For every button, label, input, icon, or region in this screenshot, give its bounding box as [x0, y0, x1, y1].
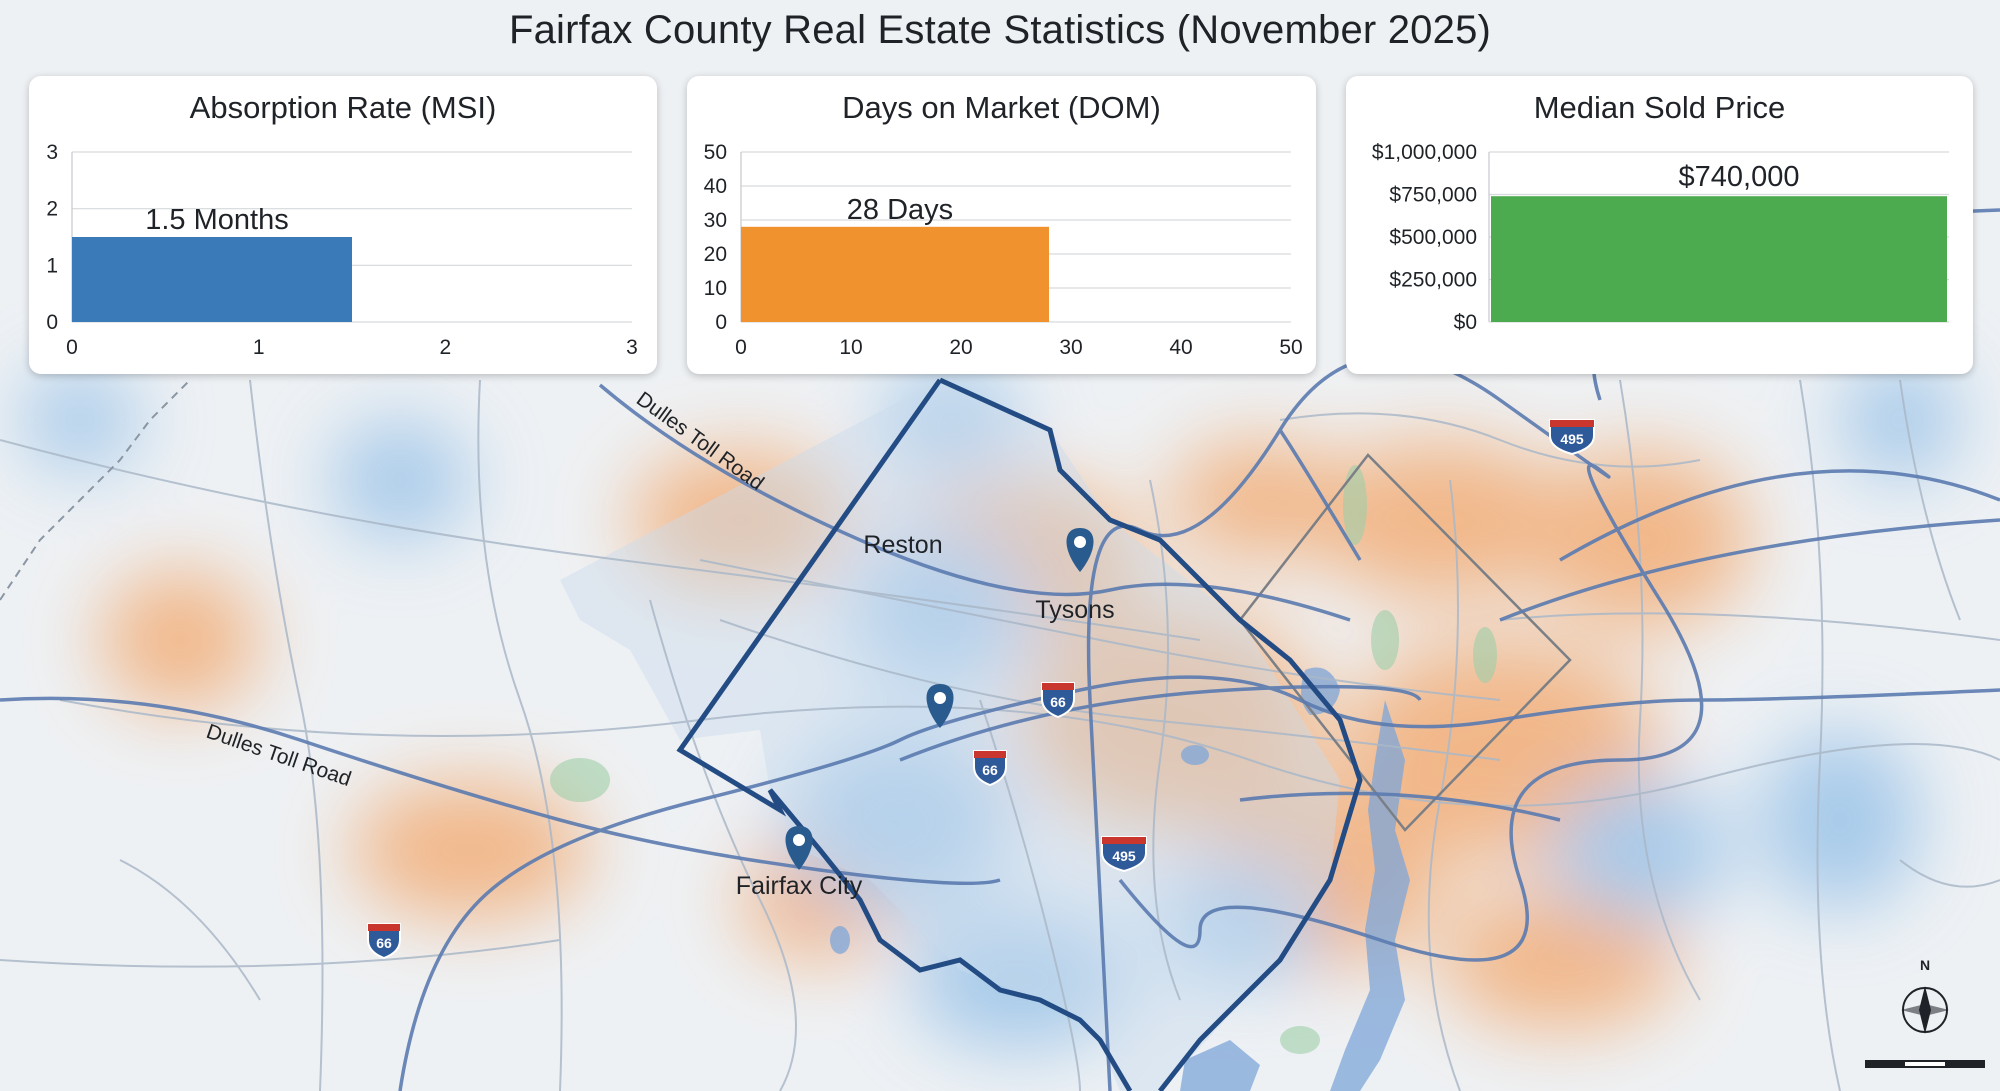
price-y-tick-label: $250,000	[1389, 269, 1477, 292]
state-boundary	[0, 379, 191, 601]
page-title: Fairfax County Real Estate Statistics (N…	[508, 8, 1492, 52]
dom-y-tick-label: 0	[715, 311, 727, 334]
parks	[550, 465, 1497, 1054]
county-border-west	[676, 378, 1133, 1091]
absorption-y-tick-label: 3	[46, 141, 58, 164]
dom-x-tick-label: 0	[735, 336, 747, 359]
dom-bar	[741, 226, 1049, 322]
dc-boundary	[1238, 453, 1572, 832]
shield-i495-a: 495	[1549, 419, 1595, 456]
svg-text:66: 66	[376, 935, 392, 951]
location-pin-fairfax-city[interactable]	[785, 826, 813, 870]
place-label-tysons: Tysons	[1035, 596, 1114, 624]
svg-text:495: 495	[1112, 848, 1136, 864]
absorption-x-tick-label: 1	[253, 336, 265, 359]
minor-roads	[0, 379, 2000, 1091]
absorption-value-label: 1.5 Months	[145, 204, 288, 236]
chart-title-median-price: Median Sold Price	[1533, 90, 1786, 125]
shield-i495-b: 495	[1101, 836, 1147, 873]
heatmap-overlay	[20, 360, 1960, 1050]
absorption-y-tick-label: 2	[46, 198, 58, 221]
shield-i66-b: 66	[973, 750, 1007, 787]
dom-x-tick-label: 50	[1279, 336, 1302, 359]
absorption-x-tick-label: 0	[66, 336, 78, 359]
absorption-bar	[72, 237, 352, 322]
dom-y-tick-label: 40	[704, 175, 727, 198]
price-y-tick-label: $500,000	[1389, 226, 1477, 249]
dom-y-tick-label: 50	[704, 141, 727, 164]
absorption-y-tick-label: 1	[46, 254, 58, 277]
chart-card-median-price: Median Sold Price $0 $250,000 $500,000 $750…	[1346, 76, 1973, 374]
price-y-tick-label: $750,000	[1389, 184, 1477, 207]
dom-value-label: 28 Days	[847, 194, 953, 226]
chart-title-dom: Days on Market (DOM)	[842, 90, 1161, 125]
location-pin-tysons[interactable]	[1066, 528, 1094, 572]
dom-y-tick-label: 30	[704, 209, 727, 232]
county-shade	[560, 380, 1340, 1091]
place-label-reston: Reston	[863, 531, 942, 559]
shield-i66-a: 66	[1041, 682, 1075, 719]
absorption-y-tick-label: 0	[46, 311, 58, 334]
chart-card-dom: Days on Market (DOM) 0 10 20 30 40 50 0 10 20 30 4…	[687, 76, 1316, 374]
price-y-tick-label: $0	[1454, 311, 1477, 334]
absorption-x-tick-label: 2	[439, 336, 451, 359]
chart-dom: 0 10 20 30 40 50 0 10 20 30 40 50 28 Days	[704, 141, 1303, 359]
price-y-tick-label: $1,000,000	[1372, 141, 1477, 164]
absorption-x-tick-label: 3	[626, 336, 638, 359]
compass-rose	[1901, 986, 1949, 1034]
place-label-fairfax-city: Fairfax City	[736, 872, 863, 900]
dom-x-tick-label: 20	[949, 336, 972, 359]
dom-y-tick-label: 10	[704, 277, 727, 300]
dom-y-tick-label: 20	[704, 243, 727, 266]
svg-text:495: 495	[1560, 431, 1584, 447]
county-border-east	[938, 377, 1363, 1091]
svg-text:66: 66	[1050, 694, 1066, 710]
svg-text:66: 66	[982, 762, 998, 778]
location-pin-merrifield[interactable]	[926, 684, 954, 728]
dom-x-tick-label: 30	[1059, 336, 1082, 359]
dom-x-tick-label: 40	[1169, 336, 1192, 359]
price-value-label: $740,000	[1679, 161, 1800, 193]
chart-absorption: 0 1 2 3 0 1 2 3 1.5 Months	[46, 141, 638, 359]
compass-north-label: N	[1920, 957, 1930, 973]
price-bar	[1491, 196, 1947, 322]
chart-card-absorption: Absorption Rate (MSI) 0 1 2 3 0 1 2 3 1.5 Months	[29, 76, 657, 374]
chart-title-absorption: Absorption Rate (MSI)	[189, 90, 497, 125]
chart-median-price: $0 $250,000 $500,000 $750,000 $1,000,000 $740…	[1372, 141, 1949, 334]
shield-i66-c: 66	[367, 923, 401, 960]
scale-bar	[1865, 1060, 1985, 1068]
dom-x-tick-label: 10	[839, 336, 862, 359]
